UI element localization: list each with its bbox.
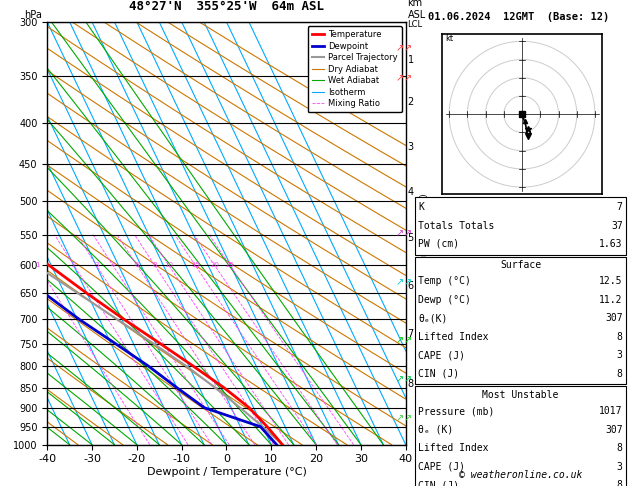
Text: 307: 307 (605, 313, 623, 323)
Text: θₑ (K): θₑ (K) (418, 425, 454, 434)
Text: 7: 7 (408, 329, 414, 339)
Text: Totals Totals: Totals Totals (418, 221, 494, 230)
Text: Lifted Index: Lifted Index (418, 443, 489, 453)
Text: Surface: Surface (500, 260, 541, 270)
Text: $\nearrow\!\!\!\nearrow$: $\nearrow\!\!\!\nearrow$ (394, 73, 411, 83)
Text: 307: 307 (605, 425, 623, 434)
Text: 8: 8 (408, 379, 414, 389)
Text: 6: 6 (135, 262, 139, 268)
Text: 01.06.2024  12GMT  (Base: 12): 01.06.2024 12GMT (Base: 12) (428, 12, 610, 22)
Text: 8: 8 (617, 369, 623, 379)
Text: Temp (°C): Temp (°C) (418, 277, 471, 286)
Text: $\nearrow\!\!\!\nearrow$: $\nearrow\!\!\!\nearrow$ (394, 44, 411, 53)
Text: $\nearrow\!\!\!\nearrow$: $\nearrow\!\!\!\nearrow$ (394, 413, 411, 423)
Text: hPa: hPa (24, 10, 42, 20)
Text: Lifted Index: Lifted Index (418, 332, 489, 342)
Text: 4: 4 (111, 262, 115, 268)
Text: kt: kt (445, 35, 454, 43)
Text: 1017: 1017 (599, 406, 623, 416)
Text: 1: 1 (408, 55, 414, 65)
Text: 5: 5 (408, 233, 414, 243)
Text: 6: 6 (408, 280, 414, 291)
Text: 15: 15 (191, 262, 199, 268)
Text: 8: 8 (617, 443, 623, 453)
Text: $\nearrow\!\!\!\nearrow$: $\nearrow\!\!\!\nearrow$ (394, 335, 411, 345)
Text: 25: 25 (226, 262, 235, 268)
Text: 7: 7 (617, 202, 623, 212)
Text: CIN (J): CIN (J) (418, 369, 459, 379)
Text: 3: 3 (617, 350, 623, 360)
Text: km
ASL: km ASL (408, 0, 426, 20)
Text: 48°27'N  355°25'W  64m ASL: 48°27'N 355°25'W 64m ASL (129, 0, 324, 14)
Text: 8: 8 (617, 332, 623, 342)
Text: 20: 20 (210, 262, 219, 268)
Text: $\nearrow\!\!\!\nearrow$: $\nearrow\!\!\!\nearrow$ (394, 228, 411, 238)
Text: $\nearrow\!\!\!\nearrow$: $\nearrow\!\!\!\nearrow$ (394, 277, 411, 287)
Text: 2: 2 (72, 262, 76, 268)
Text: Mixing Ratio (g/kg): Mixing Ratio (g/kg) (420, 193, 429, 273)
Text: 3: 3 (617, 462, 623, 471)
Legend: Temperature, Dewpoint, Parcel Trajectory, Dry Adiabat, Wet Adiabat, Isotherm, Mi: Temperature, Dewpoint, Parcel Trajectory… (308, 26, 401, 112)
Text: 4: 4 (408, 187, 414, 197)
Text: 8: 8 (152, 262, 157, 268)
Text: 8: 8 (617, 480, 623, 486)
Text: CAPE (J): CAPE (J) (418, 350, 465, 360)
Text: 1: 1 (35, 262, 40, 268)
Text: 3: 3 (94, 262, 99, 268)
Text: LCL: LCL (408, 20, 423, 29)
Text: 3: 3 (408, 141, 414, 152)
Text: © weatheronline.co.uk: © weatheronline.co.uk (459, 470, 582, 480)
Text: CAPE (J): CAPE (J) (418, 462, 465, 471)
Text: 12.5: 12.5 (599, 277, 623, 286)
Text: θₑ(K): θₑ(K) (418, 313, 448, 323)
Text: 10: 10 (164, 262, 173, 268)
Text: PW (cm): PW (cm) (418, 239, 459, 249)
Text: Dewp (°C): Dewp (°C) (418, 295, 471, 305)
Text: CIN (J): CIN (J) (418, 480, 459, 486)
Text: 11.2: 11.2 (599, 295, 623, 305)
Text: $\nearrow\!\!\!\nearrow$: $\nearrow\!\!\!\nearrow$ (394, 374, 411, 384)
Text: K: K (418, 202, 424, 212)
Text: Most Unstable: Most Unstable (482, 390, 559, 399)
X-axis label: Dewpoint / Temperature (°C): Dewpoint / Temperature (°C) (147, 467, 306, 477)
Text: 1.63: 1.63 (599, 239, 623, 249)
Text: 37: 37 (611, 221, 623, 230)
Text: 2: 2 (408, 97, 414, 107)
Text: Pressure (mb): Pressure (mb) (418, 406, 494, 416)
